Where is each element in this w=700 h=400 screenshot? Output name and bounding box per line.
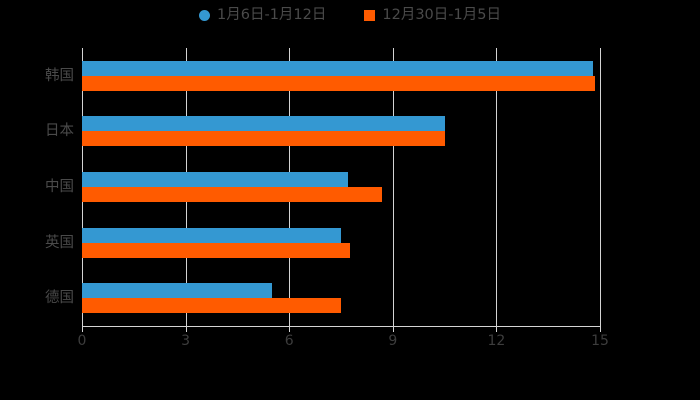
y-axis-label-德国: 德国 (45, 289, 74, 306)
bar-韩国-series-1[interactable] (82, 60, 594, 76)
x-tick-mark-6 (289, 327, 291, 332)
x-tick-label-9: 9 (388, 333, 398, 349)
x-tick-mark-12 (496, 327, 498, 332)
x-tick-label-15: 15 (591, 333, 609, 349)
legend-item-series-1[interactable]: 1月6日-1月12日 (199, 8, 326, 23)
bar-韩国-series-2[interactable] (82, 75, 595, 91)
bar-德国-series-1[interactable] (82, 283, 272, 299)
bar-日本-series-1[interactable] (82, 116, 445, 132)
y-axis-label-日本: 日本 (45, 123, 74, 140)
x-axis-line (82, 326, 601, 327)
gridline-9 (392, 48, 394, 326)
bar-中国-series-2[interactable] (82, 187, 383, 202)
y-axis-label-英国: 英国 (45, 234, 74, 251)
x-tick-mark-3 (185, 327, 187, 332)
x-tick-mark-0 (82, 327, 83, 332)
legend-label-series-2: 12月30日-1月5日 (382, 7, 501, 23)
x-tick-mark-9 (392, 327, 394, 332)
plot-area (82, 48, 601, 326)
gridline-12 (496, 48, 498, 326)
x-tick-label-6: 6 (284, 333, 294, 349)
x-tick-mark-15 (600, 327, 601, 332)
bar-英国-series-1[interactable] (82, 227, 341, 243)
bar-日本-series-2[interactable] (82, 131, 445, 147)
bar-德国-series-2[interactable] (82, 298, 341, 314)
gridline-15 (600, 48, 601, 326)
legend-label-series-1: 1月6日-1月12日 (217, 7, 327, 23)
legend-marker-square-icon (364, 9, 376, 21)
x-tick-label-3: 3 (181, 333, 191, 349)
y-axis-label-韩国: 韩国 (45, 67, 74, 84)
chart-legend: 1月6日-1月12日 12月30日-1月5日 (0, 8, 700, 23)
x-tick-label-12: 12 (487, 333, 506, 349)
y-axis-label-中国: 中国 (45, 178, 74, 195)
y-axis-labels: 韩国日本中国英国德国 (0, 48, 74, 326)
bar-英国-series-2[interactable] (82, 242, 350, 258)
legend-item-series-2[interactable]: 12月30日-1月5日 (364, 8, 501, 23)
bar-中国-series-1[interactable] (82, 172, 348, 187)
x-tick-label-0: 0 (77, 333, 87, 349)
legend-marker-circle-icon (199, 9, 211, 21)
